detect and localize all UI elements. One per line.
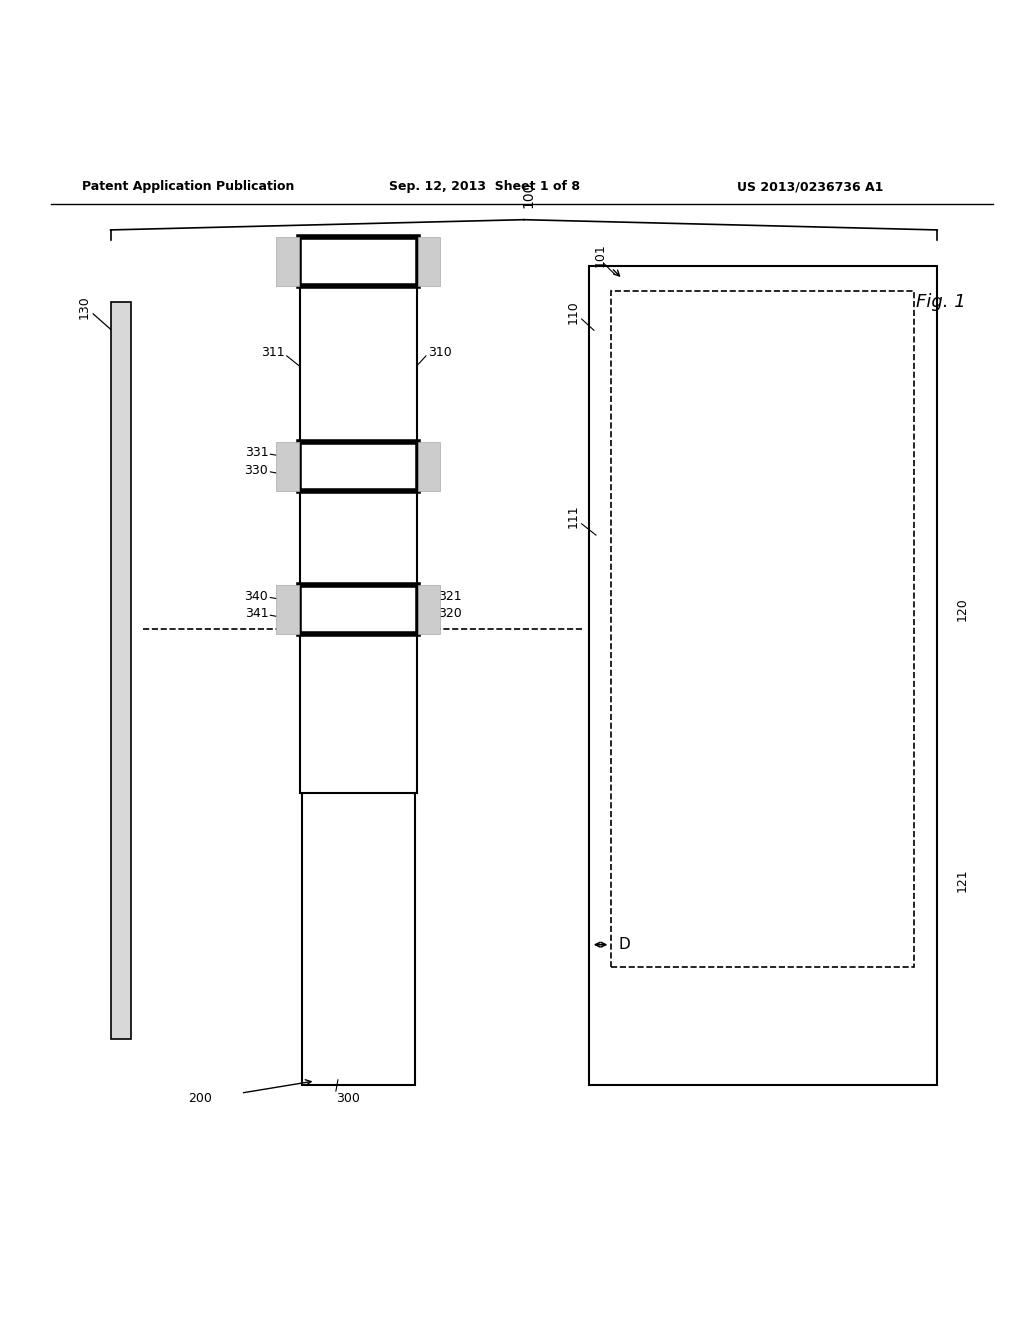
Text: 321: 321 [438,590,462,602]
Bar [299,238,418,286]
Text: D: D [618,937,630,952]
Text: 101: 101 [594,244,607,268]
Text: 310: 310 [428,346,452,359]
Bar [300,635,417,793]
Text: 120: 120 [956,597,969,620]
Text: 300: 300 [336,1092,360,1105]
Bar [300,491,417,635]
Text: 311: 311 [261,346,285,359]
Text: 331: 331 [245,446,268,459]
Text: 320: 320 [438,607,462,620]
Text: Sep. 12, 2013  Sheet 1 of 8: Sep. 12, 2013 Sheet 1 of 8 [389,181,581,194]
Bar [299,442,418,491]
Bar [589,265,937,1085]
Bar [302,265,415,1085]
Bar [418,238,440,286]
Bar [299,585,418,635]
Bar [111,301,131,1039]
Bar [418,442,440,491]
Text: 200: 200 [187,1092,212,1105]
Text: 100: 100 [522,182,536,209]
Text: 121: 121 [956,869,969,892]
Text: Patent Application Publication: Patent Application Publication [82,181,294,194]
Text: 341: 341 [245,607,268,620]
Bar [418,585,440,635]
Text: 340: 340 [245,590,268,602]
Text: 111: 111 [566,504,580,528]
Bar [300,286,417,475]
Text: Fig. 1: Fig. 1 [916,293,967,310]
Text: 330: 330 [245,463,268,477]
Text: 130: 130 [78,294,90,318]
Bar [276,442,299,491]
Text: 110: 110 [566,300,580,323]
Bar [611,292,914,968]
Bar [276,238,299,286]
Bar [276,585,299,635]
Text: US 2013/0236736 A1: US 2013/0236736 A1 [737,181,884,194]
